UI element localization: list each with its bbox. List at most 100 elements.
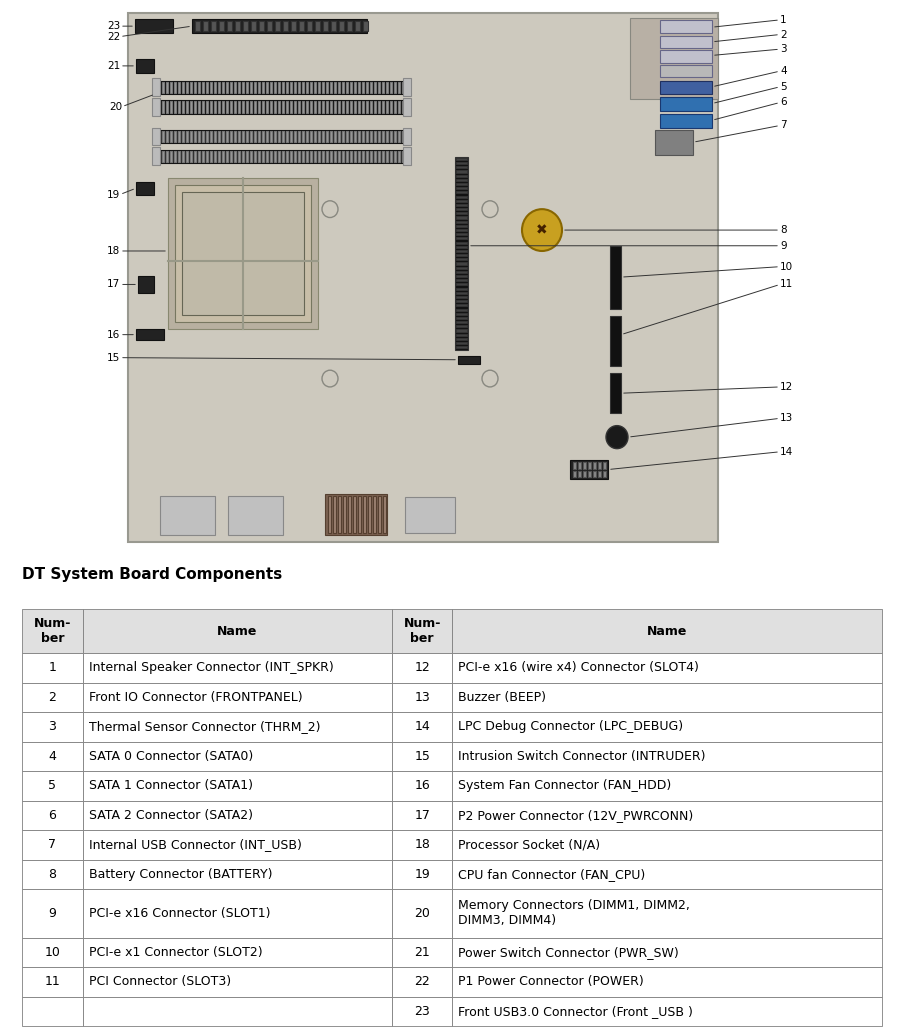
Bar <box>382 131 384 142</box>
Bar <box>192 19 367 33</box>
Bar <box>578 470 581 477</box>
Bar <box>318 150 320 162</box>
Bar <box>23 938 83 968</box>
Bar <box>390 82 392 93</box>
Bar <box>186 150 188 162</box>
Bar <box>83 801 392 830</box>
Bar <box>456 212 467 214</box>
Text: 1: 1 <box>780 15 787 25</box>
Text: 18: 18 <box>106 246 120 256</box>
Bar <box>392 889 452 938</box>
Bar <box>593 470 596 477</box>
Bar <box>222 150 224 162</box>
Text: 22: 22 <box>106 32 120 41</box>
Bar <box>456 250 467 252</box>
Bar <box>334 102 336 113</box>
Bar <box>270 102 272 113</box>
Bar <box>456 338 467 340</box>
Bar <box>366 131 368 142</box>
Text: CPU fan Connector (FAN_CPU): CPU fan Connector (FAN_CPU) <box>458 868 646 881</box>
Bar <box>452 830 882 860</box>
Bar <box>258 102 260 113</box>
Bar <box>270 150 272 162</box>
Bar <box>452 801 882 830</box>
Bar <box>456 175 467 177</box>
Bar <box>160 495 215 536</box>
Bar <box>242 150 244 162</box>
Circle shape <box>606 426 628 449</box>
Bar <box>83 860 392 889</box>
Bar <box>363 21 368 31</box>
Bar <box>214 150 216 162</box>
Bar <box>326 131 328 142</box>
Bar <box>302 150 304 162</box>
Bar <box>374 102 376 113</box>
Bar <box>251 21 256 31</box>
Bar <box>363 495 366 534</box>
Bar <box>174 131 176 142</box>
Bar <box>234 131 236 142</box>
Bar <box>194 150 196 162</box>
Bar <box>456 275 467 277</box>
Bar <box>394 102 396 113</box>
Bar <box>278 102 280 113</box>
Bar <box>162 131 164 142</box>
Text: 6: 6 <box>780 97 787 108</box>
Text: 4: 4 <box>780 66 787 76</box>
Text: Name: Name <box>647 625 687 637</box>
Text: 5: 5 <box>49 779 57 793</box>
Text: System Fan Connector (FAN_HDD): System Fan Connector (FAN_HDD) <box>458 779 672 793</box>
Bar <box>166 102 168 113</box>
Text: 20: 20 <box>109 102 122 112</box>
Bar <box>238 150 240 162</box>
Text: PCI-e x16 (wire x4) Connector (SLOT4): PCI-e x16 (wire x4) Connector (SLOT4) <box>458 661 699 674</box>
Text: SATA 0 Connector (SATA0): SATA 0 Connector (SATA0) <box>88 750 253 762</box>
Bar <box>339 21 344 31</box>
Bar <box>246 131 248 142</box>
Text: PCI-e x16 Connector (SLOT1): PCI-e x16 Connector (SLOT1) <box>88 906 270 920</box>
Bar <box>186 102 188 113</box>
Bar <box>660 35 712 48</box>
Bar <box>234 150 236 162</box>
Bar <box>346 131 348 142</box>
Bar <box>152 98 160 116</box>
Text: 18: 18 <box>414 838 430 852</box>
Bar <box>583 462 586 468</box>
Bar <box>198 131 200 142</box>
Text: 19: 19 <box>414 868 430 881</box>
Bar <box>83 653 392 683</box>
Bar <box>83 683 392 712</box>
Bar <box>334 131 336 142</box>
Bar <box>230 131 232 142</box>
Bar <box>338 495 341 534</box>
Bar <box>660 97 712 111</box>
Bar <box>322 131 324 142</box>
Bar <box>282 102 284 113</box>
Bar <box>398 102 400 113</box>
Bar <box>307 21 312 31</box>
Bar <box>254 131 256 142</box>
Bar <box>274 131 276 142</box>
Bar <box>218 82 220 93</box>
Bar <box>456 200 467 202</box>
Bar <box>23 712 83 742</box>
Text: 15: 15 <box>414 750 430 762</box>
Bar <box>238 131 240 142</box>
Bar <box>210 102 212 113</box>
Bar <box>456 196 467 198</box>
Bar <box>583 470 586 477</box>
Bar <box>218 102 220 113</box>
Bar <box>456 183 467 185</box>
Bar <box>338 102 340 113</box>
Text: 6: 6 <box>49 809 57 822</box>
Bar <box>660 81 712 94</box>
Bar <box>83 742 392 771</box>
Bar <box>452 860 882 889</box>
Bar <box>262 82 264 93</box>
Bar <box>394 131 396 142</box>
Bar <box>298 102 300 113</box>
Bar <box>306 131 308 142</box>
Bar <box>405 496 455 534</box>
Bar <box>242 82 244 93</box>
Bar <box>23 968 83 997</box>
